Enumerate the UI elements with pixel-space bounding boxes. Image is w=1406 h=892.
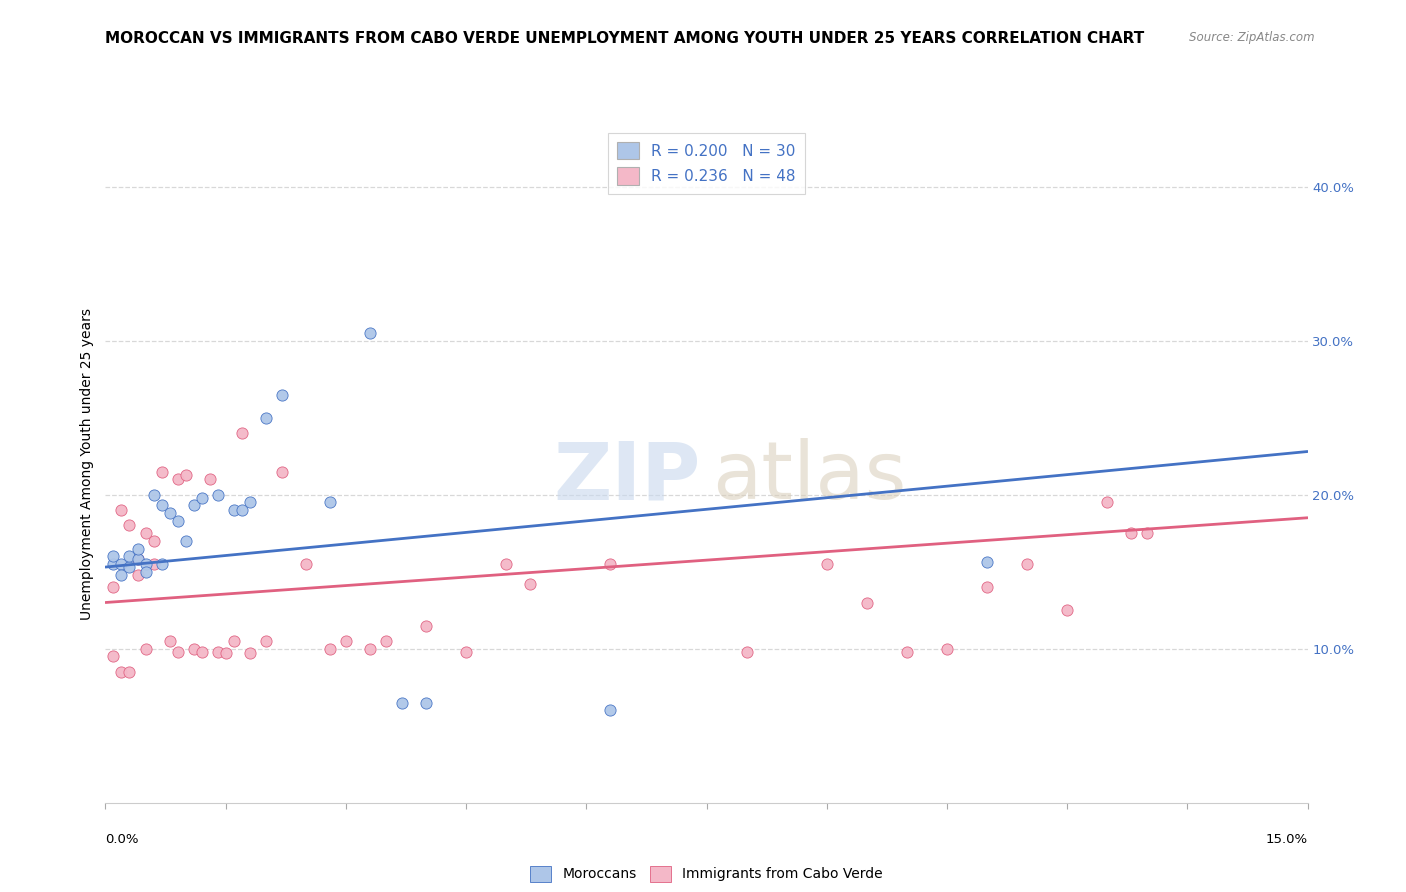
Text: atlas: atlas [713, 438, 907, 516]
Text: Source: ZipAtlas.com: Source: ZipAtlas.com [1189, 31, 1315, 45]
Point [183, 499, 205, 513]
Point [135, 641, 157, 656]
Point [1017, 557, 1039, 571]
Point [118, 560, 141, 574]
Point [127, 567, 149, 582]
Point [150, 499, 173, 513]
Point [319, 495, 342, 509]
Point [214, 646, 236, 660]
Point [110, 567, 132, 582]
Point [142, 533, 165, 548]
Point [110, 557, 132, 571]
Legend: R = 0.200   N = 30, R = 0.236   N = 48: R = 0.200 N = 30, R = 0.236 N = 48 [609, 133, 804, 194]
Point [359, 326, 381, 340]
Point [599, 557, 621, 571]
Point [855, 595, 877, 609]
Point [135, 565, 157, 579]
Point [135, 526, 157, 541]
Point [166, 472, 188, 486]
Point [207, 488, 229, 502]
Point [142, 557, 165, 571]
Point [374, 634, 398, 648]
Point [110, 503, 132, 517]
Point [415, 696, 437, 710]
Text: 0.0%: 0.0% [105, 833, 139, 846]
Point [159, 506, 181, 520]
Point [599, 703, 621, 717]
Point [142, 488, 165, 502]
Point [239, 646, 262, 660]
Point [159, 634, 181, 648]
Point [359, 641, 381, 656]
Point [254, 634, 277, 648]
Point [976, 556, 998, 570]
Point [118, 549, 141, 564]
Point [103, 557, 125, 571]
Point [166, 645, 188, 659]
Point [118, 518, 141, 533]
Point [976, 580, 998, 594]
Point [270, 387, 292, 401]
Point [207, 645, 229, 659]
Point [103, 580, 125, 594]
Point [135, 557, 157, 571]
Point [519, 577, 541, 591]
Point [815, 557, 838, 571]
Point [1056, 603, 1078, 617]
Point [190, 491, 212, 505]
Point [936, 641, 959, 656]
Point [150, 465, 173, 479]
Point [174, 533, 197, 548]
Point [174, 467, 197, 482]
Point [198, 472, 221, 486]
Point [1097, 495, 1119, 509]
Point [270, 465, 292, 479]
Point [454, 645, 477, 659]
Point [319, 641, 342, 656]
Y-axis label: Unemployment Among Youth under 25 years: Unemployment Among Youth under 25 years [80, 308, 94, 620]
Point [335, 634, 357, 648]
Point [231, 503, 253, 517]
Point [222, 503, 245, 517]
Point [127, 552, 149, 566]
Point [391, 696, 413, 710]
Point [495, 557, 517, 571]
Text: 15.0%: 15.0% [1265, 833, 1308, 846]
Point [254, 410, 277, 425]
Point [166, 514, 188, 528]
Point [1136, 526, 1159, 541]
Point [295, 557, 318, 571]
Point [118, 665, 141, 679]
Point [239, 495, 262, 509]
Point [896, 645, 918, 659]
Text: ZIP: ZIP [553, 438, 700, 516]
Point [222, 634, 245, 648]
Point [110, 665, 132, 679]
Text: MOROCCAN VS IMMIGRANTS FROM CABO VERDE UNEMPLOYMENT AMONG YOUTH UNDER 25 YEARS C: MOROCCAN VS IMMIGRANTS FROM CABO VERDE U… [105, 31, 1144, 46]
Point [127, 541, 149, 556]
Point [735, 645, 758, 659]
Point [183, 641, 205, 656]
Point [231, 425, 253, 440]
Point [103, 549, 125, 564]
Point [150, 557, 173, 571]
Point [190, 645, 212, 659]
Point [127, 552, 149, 566]
Point [103, 649, 125, 664]
Point [1121, 526, 1143, 541]
Point [415, 618, 437, 632]
